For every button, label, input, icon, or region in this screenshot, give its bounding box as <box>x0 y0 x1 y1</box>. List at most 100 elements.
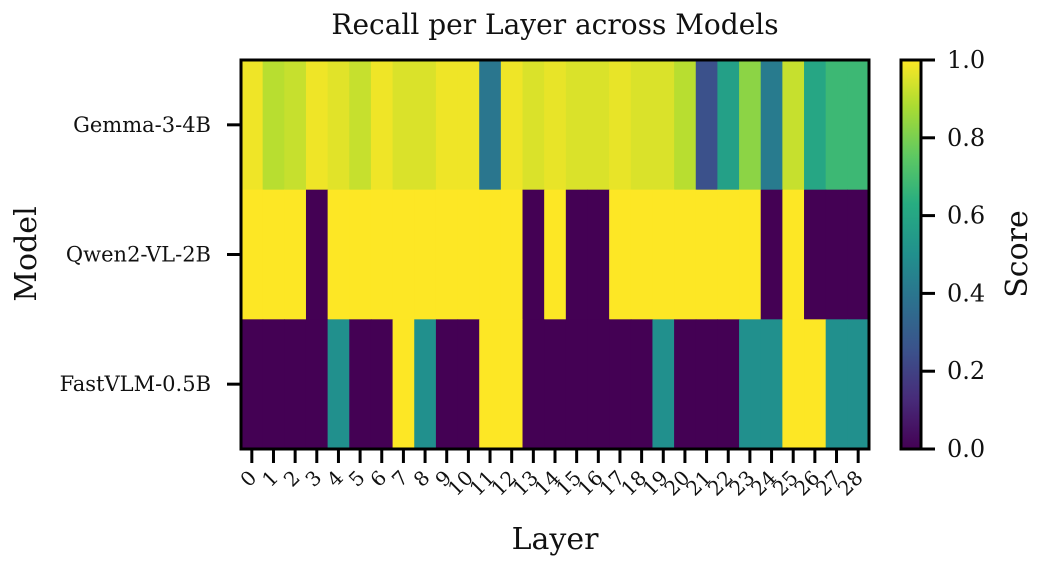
heatmap-cell <box>392 60 415 191</box>
heatmap-cell <box>609 189 632 320</box>
heatmap-cell <box>370 60 394 191</box>
heatmap-cell <box>500 319 524 450</box>
heatmap-cell <box>695 319 719 450</box>
heatmap-cell <box>565 60 589 191</box>
x-tick-label: 28 <box>833 466 868 501</box>
x-tick-label: 4 <box>322 466 348 492</box>
heatmap-cell <box>847 319 870 450</box>
x-tick-label: 6 <box>365 466 391 492</box>
heatmap-cell <box>804 189 827 320</box>
heatmap-cell <box>674 189 697 320</box>
heatmap-cell <box>305 60 329 191</box>
heatmap-cell <box>457 319 480 450</box>
heatmap-cell <box>760 189 783 320</box>
heatmap-cell <box>674 60 697 191</box>
heatmap-cell <box>630 60 654 191</box>
colorbar-tick-label: 0.6 <box>947 202 985 230</box>
heatmap-cell <box>652 319 675 450</box>
heatmap-cell <box>414 189 437 320</box>
heatmap-cell <box>782 60 805 191</box>
heatmap-cell <box>695 60 719 191</box>
heatmap-cell <box>522 319 545 450</box>
heatmap-cell <box>327 60 350 191</box>
x-tick-label: 2 <box>279 466 305 492</box>
heatmap-cell <box>630 319 654 450</box>
x-axis-label: Layer <box>512 522 600 557</box>
heatmap-cell <box>241 60 264 191</box>
heatmap-cell <box>392 189 415 320</box>
heatmap-cell <box>847 60 870 191</box>
heatmap-cell <box>522 189 545 320</box>
y-tick-label: FastVLM-0.5B <box>60 372 211 396</box>
heatmap-cell <box>717 319 740 450</box>
heatmap-cell <box>717 189 740 320</box>
heatmap-cell <box>414 319 437 450</box>
heatmap-cell <box>695 189 719 320</box>
colorbar-tick-label: 0.0 <box>947 435 985 463</box>
y-tick-label: Qwen2-VL-2B <box>66 243 211 267</box>
heatmap-cell <box>349 60 372 191</box>
colorbar-tick-label: 0.2 <box>947 357 985 385</box>
heatmap-cell <box>284 319 307 450</box>
heatmap-cell <box>500 60 524 191</box>
heatmap-cell <box>630 189 654 320</box>
heatmap-cell <box>392 319 415 450</box>
heatmap-cell <box>435 189 459 320</box>
heatmap-cell <box>435 60 459 191</box>
heatmap-cell <box>652 60 675 191</box>
heatmap-cell <box>760 60 783 191</box>
heatmap-cell <box>284 60 307 191</box>
heatmap-cell <box>609 60 632 191</box>
heatmap-cell <box>241 319 264 450</box>
heatmap-cell <box>370 189 394 320</box>
heatmap-cell <box>760 319 783 450</box>
x-axis: 0123456789101112131415161718192021222324… <box>235 449 868 501</box>
heatmap-cell <box>349 319 372 450</box>
heatmap-cell <box>825 319 848 450</box>
heatmap-cell <box>739 319 762 450</box>
heatmap-cell <box>370 319 394 450</box>
colorbar-label: Score <box>1000 210 1035 298</box>
heatmap-cell <box>522 60 545 191</box>
x-tick-label: 0 <box>235 466 261 492</box>
heatmap-cell <box>241 189 264 320</box>
heatmap-cell <box>349 189 372 320</box>
heatmap-cell <box>262 189 285 320</box>
heatmap-cell <box>500 189 524 320</box>
heatmap-cell <box>587 189 610 320</box>
heatmap-cell <box>479 319 502 450</box>
heatmap-cell <box>652 189 675 320</box>
x-tick-label: 3 <box>300 466 326 492</box>
heatmap-cell <box>479 189 502 320</box>
heatmap-cell <box>825 189 848 320</box>
heatmap-cell <box>804 60 827 191</box>
heatmap-cell <box>457 189 480 320</box>
y-axis-label: Model <box>9 206 44 301</box>
heatmap-cell <box>739 189 762 320</box>
chart-title: Recall per Layer across Models <box>331 8 778 41</box>
heatmap-cell <box>327 189 350 320</box>
heatmap-cell <box>305 189 329 320</box>
heatmap-cell <box>414 60 437 191</box>
x-tick-label: 1 <box>257 466 283 492</box>
heatmap-cells <box>241 60 870 450</box>
heatmap-cell <box>782 319 805 450</box>
y-axis: Gemma-3-4B Qwen2-VL-2B FastVLM-0.5B <box>60 113 241 396</box>
heatmap-cell <box>804 319 827 450</box>
colorbar <box>899 58 923 451</box>
heatmap-cell <box>544 60 567 191</box>
heatmap-cell <box>565 319 589 450</box>
x-tick-label: 8 <box>409 466 435 492</box>
heatmap-cell <box>565 189 589 320</box>
heatmap-cell <box>544 189 567 320</box>
colorbar-tick-label: 1.0 <box>947 46 985 74</box>
x-tick-label: 7 <box>387 466 413 492</box>
heatmap-cell <box>479 60 502 191</box>
heatmap-cell <box>587 319 610 450</box>
heatmap-cell <box>674 319 697 450</box>
x-tick-label: 5 <box>344 466 370 492</box>
heatmap-cell <box>284 189 307 320</box>
heatmap-cell <box>457 60 480 191</box>
